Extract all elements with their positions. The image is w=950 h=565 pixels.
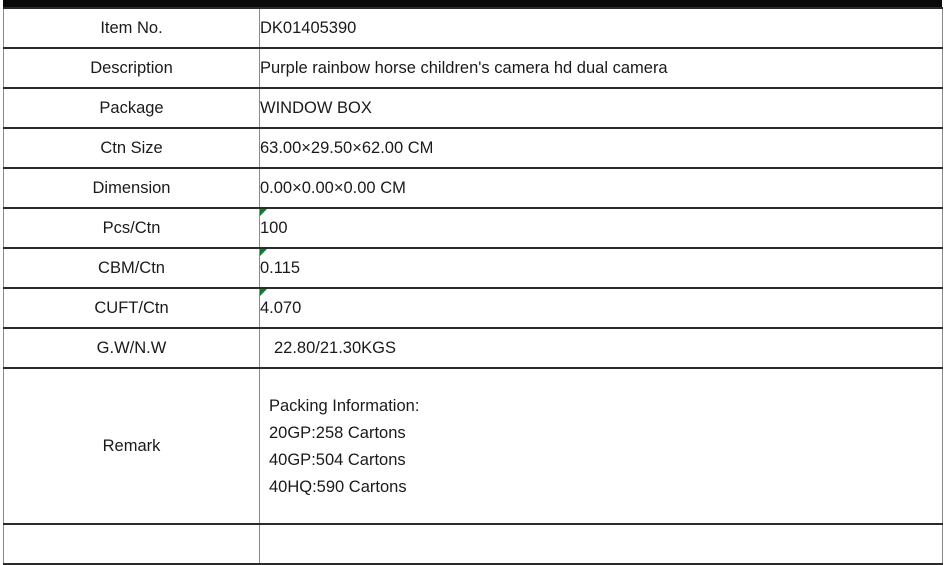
row-value-pcs-per-ctn[interactable]: 100 <box>259 207 943 249</box>
row-value-description[interactable]: Purple rainbow horse children's camera h… <box>259 47 943 89</box>
table-row: Item No. DK01405390 <box>3 7 943 49</box>
cell-error-flag-icon <box>260 209 267 216</box>
table-row: CUFT/Ctn 4.070 <box>3 287 943 329</box>
row-label-gw-nw: G.W/N.W <box>3 327 260 369</box>
table-row-partial <box>3 523 943 565</box>
remark-line: 40GP:504 Cartons <box>269 451 406 469</box>
row-value-remark[interactable]: Packing Information: 20GP:258 Cartons 40… <box>259 367 943 525</box>
cell-text: 4.070 <box>260 298 302 317</box>
row-value-cuft-per-ctn[interactable]: 4.070 <box>259 287 943 329</box>
row-label-ctn-size: Ctn Size <box>3 127 260 169</box>
top-border-rule <box>3 0 942 7</box>
spec-table-body: Item No. DK01405390 Description Purple r… <box>3 7 943 565</box>
cell-text: 0.115 <box>260 258 301 277</box>
table-row-remark: Remark Packing Information: 20GP:258 Car… <box>3 367 943 525</box>
cell-text: 63.00×29.50×62.00 CM <box>260 138 434 157</box>
table-row: Ctn Size 63.00×29.50×62.00 CM <box>3 127 943 169</box>
cell-error-flag-icon <box>260 289 267 296</box>
cell-text: 100 <box>260 218 288 237</box>
row-label-description: Description <box>3 47 260 89</box>
row-value-cbm-per-ctn[interactable]: 0.115 <box>259 247 943 289</box>
table-row: G.W/N.W 22.80/21.30KGS <box>3 327 943 369</box>
row-label-partial <box>3 523 260 565</box>
row-label-remark: Remark <box>3 367 260 525</box>
cell-text: 22.80/21.30KGS <box>274 338 397 357</box>
row-value-package[interactable]: WINDOW BOX <box>259 87 943 129</box>
product-spec-table: Item No. DK01405390 Description Purple r… <box>3 7 943 565</box>
row-label-item-no: Item No. <box>3 7 260 49</box>
row-label-cbm-per-ctn: CBM/Ctn <box>3 247 260 289</box>
cell-text: WINDOW BOX <box>260 98 372 117</box>
table-row: Dimension 0.00×0.00×0.00 CM <box>3 167 943 209</box>
cell-text: DK01405390 <box>260 18 357 37</box>
spreadsheet-sheet: Item No. DK01405390 Description Purple r… <box>3 0 943 565</box>
table-row: Description Purple rainbow horse childre… <box>3 47 943 89</box>
row-value-partial[interactable] <box>259 523 943 565</box>
cell-text: 0.00×0.00×0.00 CM <box>260 178 406 197</box>
row-value-ctn-size[interactable]: 63.00×29.50×62.00 CM <box>259 127 943 169</box>
table-row: Pcs/Ctn 100 <box>3 207 943 249</box>
remark-line: 40HQ:590 Cartons <box>269 478 407 496</box>
table-row: Package WINDOW BOX <box>3 87 943 129</box>
remark-line: Packing Information: <box>269 397 420 415</box>
row-value-gw-nw[interactable]: 22.80/21.30KGS <box>259 327 943 369</box>
table-row: CBM/Ctn 0.115 <box>3 247 943 289</box>
row-label-dimension: Dimension <box>3 167 260 209</box>
row-label-cuft-per-ctn: CUFT/Ctn <box>3 287 260 329</box>
cell-text: Purple rainbow horse children's camera h… <box>260 58 668 77</box>
remark-line: 20GP:258 Cartons <box>269 424 406 442</box>
cell-error-flag-icon <box>260 249 267 256</box>
row-value-item-no[interactable]: DK01405390 <box>259 7 943 49</box>
row-label-pcs-per-ctn: Pcs/Ctn <box>3 207 260 249</box>
row-label-package: Package <box>3 87 260 129</box>
row-value-dimension[interactable]: 0.00×0.00×0.00 CM <box>259 167 943 209</box>
remark-line-list: Packing Information: 20GP:258 Cartons 40… <box>269 391 942 501</box>
